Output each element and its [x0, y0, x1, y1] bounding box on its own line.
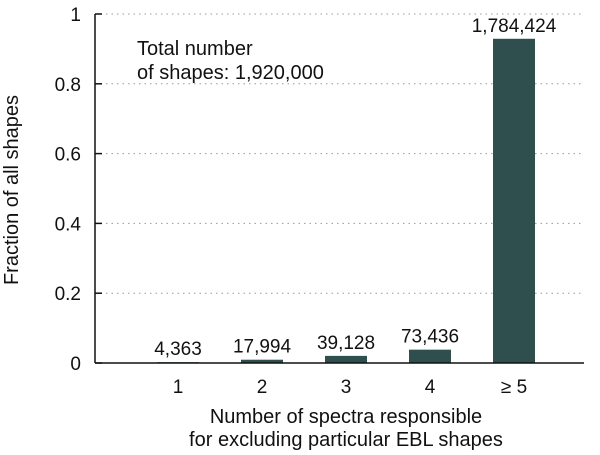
bar	[409, 349, 451, 363]
y-tick-label: 0.8	[55, 75, 81, 96]
y-tick-label: 1	[70, 5, 81, 26]
annotation-line-1: Total number	[137, 38, 253, 60]
bar	[493, 38, 535, 364]
x-tick-label: 1	[173, 377, 184, 398]
y-axis-label: Fraction of all shapes	[1, 95, 23, 285]
y-tick-label: 0.6	[55, 145, 81, 166]
bar	[241, 359, 283, 363]
y-tick-label: 0.2	[55, 284, 81, 305]
bar-value-labels: 4,363 17,994 39,128 73,436 1,784,424	[154, 16, 556, 360]
x-tick-label: ≥ 5	[501, 377, 527, 398]
bar-value-label: 17,994	[233, 337, 292, 358]
bar-value-label: 73,436	[401, 327, 459, 348]
x-axis-label-line-2: for excluding particular EBL shapes	[189, 429, 503, 451]
axes	[94, 14, 584, 364]
x-tick-label: 3	[341, 377, 352, 398]
x-axis-label-line-1: Number of spectra responsible	[210, 406, 482, 428]
bar	[325, 355, 367, 363]
x-tick-label: 4	[425, 377, 436, 398]
bar-value-label: 39,128	[317, 333, 375, 354]
x-tick-label: 2	[257, 377, 268, 398]
y-tick-label: 0	[70, 354, 81, 375]
bar-value-label: 1,784,424	[472, 16, 557, 37]
tick-labels: 0 0.2 0.4 0.6 0.8 1 1 2 3 4 ≥ 5	[55, 5, 528, 398]
annotation-line-2: of shapes: 1,920,000	[137, 62, 324, 84]
bar-value-label: 4,363	[154, 339, 202, 360]
bars	[157, 38, 535, 364]
y-tick-label: 0.4	[55, 214, 82, 235]
